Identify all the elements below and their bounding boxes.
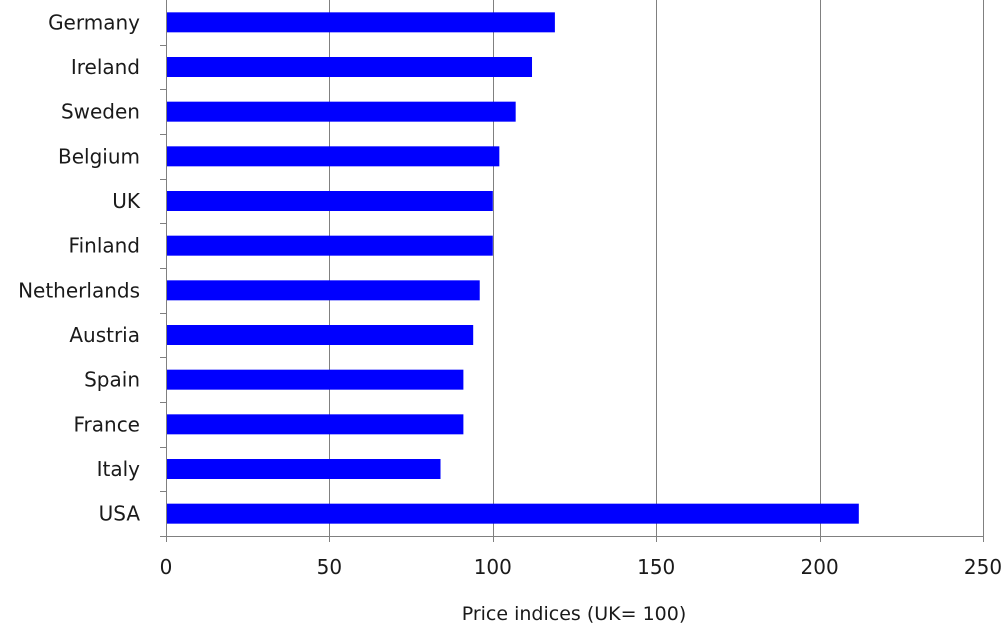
bar-usa — [167, 503, 859, 524]
category-label-netherlands: Netherlands — [18, 278, 140, 302]
category-label-belgium: Belgium — [58, 144, 140, 168]
bar-germany — [167, 12, 555, 33]
category-label-austria: Austria — [69, 323, 140, 347]
category-label-france: France — [73, 412, 140, 436]
category-label-finland: Finland — [69, 234, 140, 258]
bar-ireland — [167, 57, 533, 77]
x-tick-label-50: 50 — [317, 555, 342, 579]
bar-netherlands — [167, 280, 480, 301]
bar-austria — [167, 325, 474, 345]
category-label-spain: Spain — [84, 368, 140, 392]
category-label-ireland: Ireland — [71, 55, 140, 79]
bar-spain — [167, 369, 464, 390]
bar-uk — [167, 191, 493, 211]
category-label-germany: Germany — [48, 10, 140, 34]
category-labels: Germany Ireland Sweden Belgium UK Finland Neth… — [18, 10, 141, 525]
bar-italy — [167, 459, 441, 479]
x-tick-labels: 0 50 100 150 200 250 — [160, 555, 1002, 579]
category-label-italy: Italy — [97, 457, 141, 481]
bar-belgium — [167, 146, 500, 167]
x-axis-title: Price indices (UK= 100) — [462, 603, 687, 625]
category-label-sweden: Sweden — [61, 100, 140, 124]
x-tick-label-0: 0 — [160, 555, 173, 579]
axes — [160, 0, 984, 542]
bar-sweden — [167, 101, 516, 122]
gridlines — [329, 0, 984, 536]
x-tick-label-200: 200 — [801, 555, 839, 579]
category-label-uk: UK — [112, 189, 141, 213]
x-tick-label-100: 100 — [474, 555, 512, 579]
x-tick-label-150: 150 — [637, 555, 675, 579]
category-label-usa: USA — [99, 502, 141, 526]
bar-france — [167, 414, 464, 435]
x-tick-label-250: 250 — [964, 555, 1002, 579]
bars — [167, 12, 859, 524]
bar-finland — [167, 235, 493, 256]
